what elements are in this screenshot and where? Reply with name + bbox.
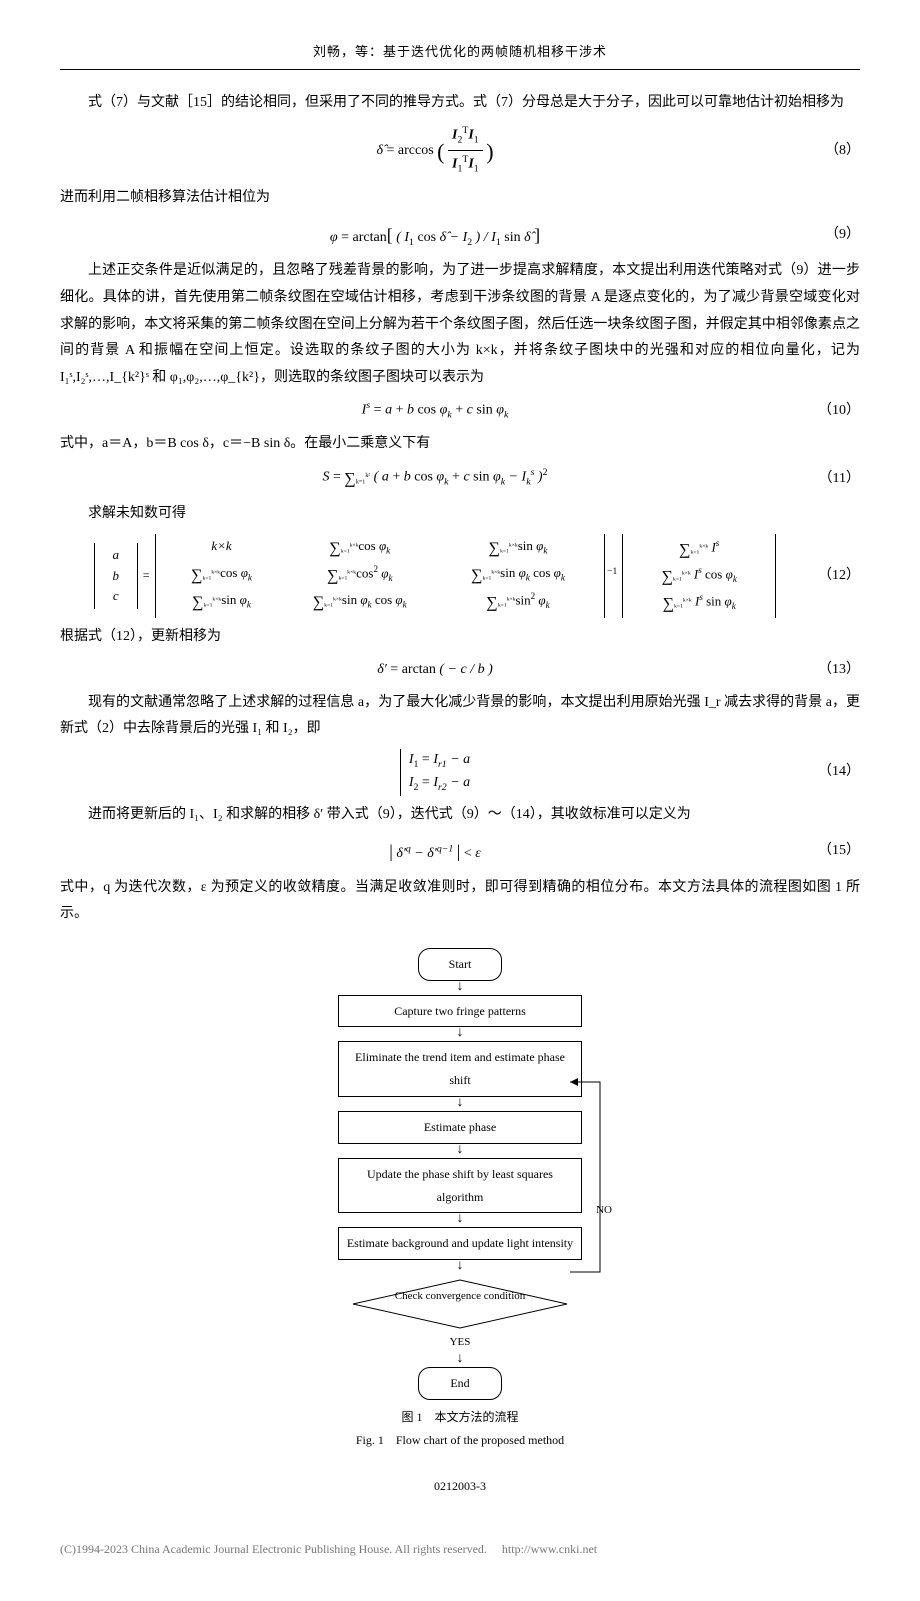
equation-number: （8） bbox=[810, 138, 860, 165]
equation-13: δ′ = arctan ( − c / b ) （13） bbox=[60, 657, 860, 684]
flowchart-figure-1: Start Capture two fringe patterns Elimin… bbox=[330, 948, 590, 1400]
equation-number: （11） bbox=[810, 466, 860, 493]
page-number: 0212003-3 bbox=[60, 1475, 860, 1498]
header-rule bbox=[60, 69, 860, 70]
equation-14: I1 = Ir1 − a I2 = Ir2 − a （14） bbox=[60, 749, 860, 796]
flowchart-node-eliminate: Eliminate the trend item and estimate ph… bbox=[338, 1041, 582, 1097]
body-paragraph: 根据式（12），更新相移为 bbox=[60, 624, 860, 651]
body-paragraph: 上述正交条件是近似满足的，且忽略了残差背景的影响，为了进一步提高求解精度，本文提… bbox=[60, 258, 860, 391]
equation-number: （15） bbox=[810, 838, 860, 865]
equation-8: δ̂ = arccos ( I2TI1 I1TI1 ) （8） bbox=[60, 122, 860, 179]
equation-15: | δ′q − δ′q−1 | < ε （15） bbox=[60, 834, 860, 868]
flowchart-arrow-icon bbox=[330, 1144, 590, 1158]
body-paragraph: 求解未知数可得 bbox=[60, 501, 860, 528]
equation-number: （10） bbox=[810, 398, 860, 425]
flowchart-arrow-icon bbox=[330, 1260, 590, 1274]
equation-number: （9） bbox=[810, 222, 860, 249]
flowchart-node-estimate-bg: Estimate background and update light int… bbox=[338, 1227, 582, 1260]
figure-caption-en: Fig. 1 Flow chart of the proposed method bbox=[60, 1429, 860, 1452]
flowchart-arrow-icon bbox=[330, 1027, 590, 1041]
body-paragraph: 式中，q 为迭代次数，ε 为预定义的收敛精度。当满足收敛准则时，即可得到精确的相… bbox=[60, 875, 860, 928]
flowchart-node-start: Start bbox=[418, 948, 502, 981]
page-footer: (C)1994-2023 China Academic Journal Elec… bbox=[60, 1538, 860, 1561]
body-paragraph: 现有的文献通常忽略了上述求解的过程信息 a，为了最大化减少背景的影响，本文提出利… bbox=[60, 690, 860, 743]
flowchart-arrow-icon bbox=[330, 981, 590, 995]
flowchart-node-end: End bbox=[418, 1367, 502, 1400]
flowchart-node-update-shift: Update the phase shift by least squares … bbox=[338, 1158, 582, 1214]
flowchart-node-decision: Check convergence condition bbox=[385, 1282, 535, 1326]
body-paragraph: 进而利用二帧相移算法估计相位为 bbox=[60, 185, 860, 212]
flowchart-edge-label-yes: YES bbox=[330, 1332, 590, 1353]
footer-url: http://www.cnki.net bbox=[502, 1542, 597, 1556]
body-paragraph: 式（7）与文献［15］的结论相同，但采用了不同的推导方式。式（7）分母总是大于分… bbox=[60, 90, 860, 117]
footer-copyright: (C)1994-2023 China Academic Journal Elec… bbox=[60, 1542, 487, 1556]
body-paragraph: 式中，a＝A，b＝B cos δ，c＝−B sin δ。在最小二乘意义下有 bbox=[60, 431, 860, 458]
flowchart-arrow-icon bbox=[330, 1353, 590, 1367]
flowchart-node-estimate-phase: Estimate phase bbox=[338, 1111, 582, 1144]
flowchart-arrow-icon bbox=[330, 1097, 590, 1111]
figure-caption-cn: 图 1 本文方法的流程 bbox=[60, 1406, 860, 1429]
equation-number: （13） bbox=[810, 657, 860, 684]
equation-number: （14） bbox=[810, 759, 860, 786]
body-paragraph: 进而将更新后的 I₁、I₂ 和求解的相移 δ′ 带入式（9），迭代式（9）～（1… bbox=[60, 802, 860, 829]
equation-12: a b c = k×k ∑k=1k×kcos φk ∑k=1k×ksin φk … bbox=[60, 534, 860, 619]
flowchart-edge-label-no: NO bbox=[596, 1200, 612, 1221]
running-header: 刘畅，等：基于迭代优化的两帧随机相移干涉术 bbox=[60, 40, 860, 65]
equation-9: φ = arctan[ ( I1 cos δ̂ − I2 ) / I1 sin … bbox=[60, 218, 860, 252]
equation-number: （12） bbox=[810, 563, 860, 590]
flowchart-node-capture: Capture two fringe patterns bbox=[338, 995, 582, 1028]
equation-11: S = ∑k=1k² ( a + b cos φk + c sin φk − I… bbox=[60, 464, 860, 495]
flowchart-arrow-icon bbox=[330, 1213, 590, 1227]
equation-10: Is = a + b cos φk + c sin φk （10） bbox=[60, 397, 860, 425]
